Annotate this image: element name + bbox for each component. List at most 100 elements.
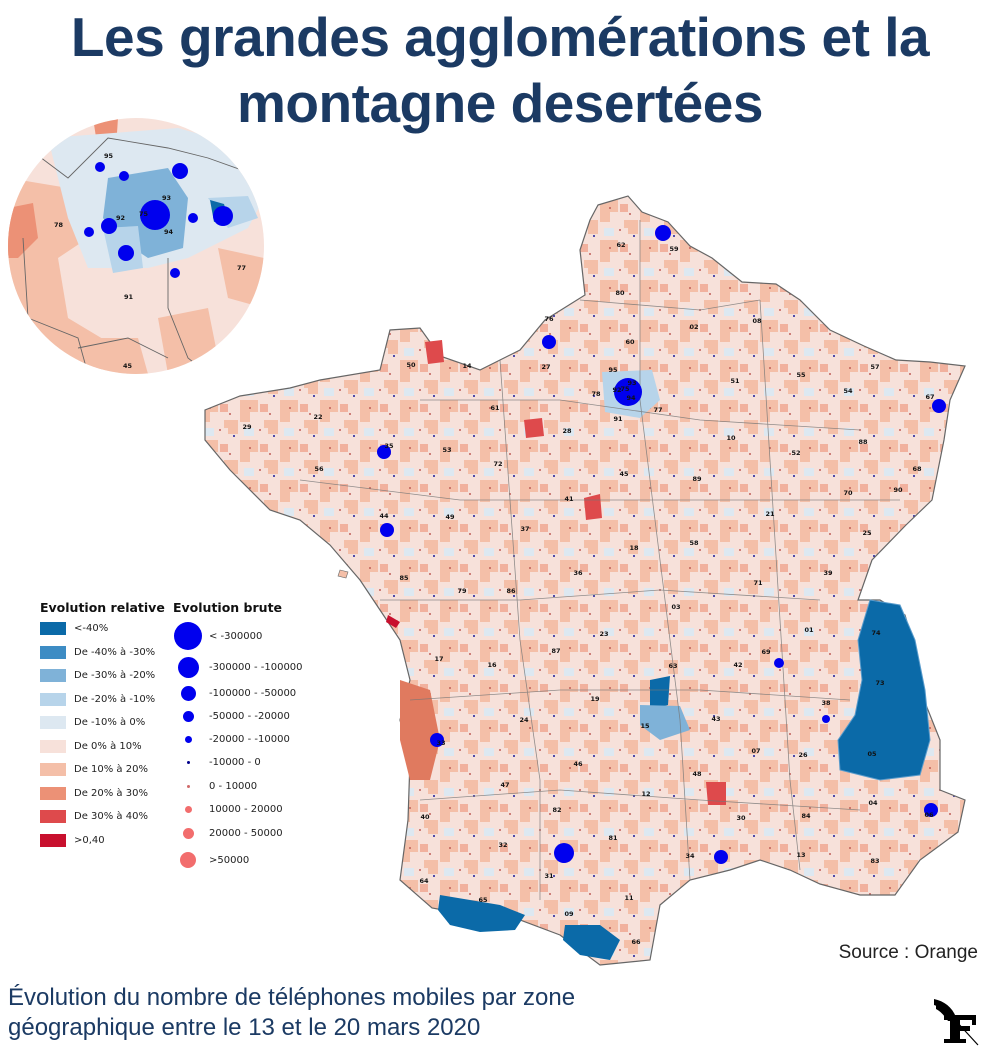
department-label: 87 (551, 647, 560, 655)
bubble-icon (177, 656, 199, 678)
legend-label: -20000 - -10000 (209, 733, 290, 745)
department-label: 86 (506, 587, 516, 595)
legend-brute-item: >50000 (173, 852, 249, 868)
color-swatch (40, 669, 66, 682)
legend-label: 0 - 10000 (209, 780, 258, 792)
department-label: 95 (608, 366, 618, 374)
legend-relative-item: <-40% (40, 622, 108, 635)
legend-relative-item: De -20% à -10% (40, 692, 156, 706)
department-label: 36 (573, 569, 583, 577)
department-label: 34 (685, 852, 695, 860)
color-swatch (40, 645, 66, 659)
department-label: 13 (796, 851, 805, 859)
legend-brute-item: -300000 - -100000 (173, 656, 303, 678)
department-label: 10 (726, 434, 736, 442)
department-label: 74 (871, 629, 881, 637)
department-label: 40 (420, 813, 430, 821)
svg-text:93: 93 (162, 194, 171, 202)
svg-text:45: 45 (123, 362, 133, 370)
department-label: 81 (608, 834, 618, 842)
legend-label: <-40% (74, 623, 109, 634)
bubble-icon (182, 827, 194, 839)
color-swatch (40, 786, 66, 800)
department-label: 92 (612, 386, 621, 394)
loss-bubble (430, 733, 444, 747)
subtitle-line-2: géographique entre le 13 et le 20 mars 2… (8, 1014, 481, 1041)
loss-bubble (614, 378, 642, 406)
legend-brute-item: 0 - 10000 (173, 778, 257, 794)
department-label: 32 (498, 841, 507, 849)
department-label: 28 (562, 427, 572, 435)
department-label: 71 (753, 579, 763, 587)
department-label: 56 (314, 465, 324, 473)
department-label: 93 (627, 379, 636, 387)
department-label: 68 (912, 465, 922, 473)
legend-label: De -20% à -10% (74, 693, 156, 705)
department-label: 05 (867, 750, 877, 758)
bubble-icon (180, 852, 196, 868)
title-line-1: Les grandes agglomérations et la (70, 6, 930, 68)
department-label: 83 (870, 857, 879, 865)
legend-label: -10000 - 0 (209, 756, 261, 768)
department-label: 29 (242, 423, 252, 431)
legend-relative-item: De -40% à -30% (40, 645, 155, 659)
loss-bubble (380, 523, 394, 537)
legend-label: 10000 - 20000 (209, 803, 283, 815)
legend-brute: Evolution brute < -300000 -300000 - -1000… (173, 600, 303, 868)
loss-bubble (822, 715, 830, 723)
legend-label: De -10% à 0% (74, 717, 146, 728)
legend-brute-heading: Evolution brute (173, 600, 283, 615)
department-label: 21 (765, 510, 775, 518)
legend-brute-item: < -300000 (173, 622, 263, 650)
loss-bubble (377, 445, 391, 459)
department-label: 91 (613, 415, 623, 423)
loss-bubble (655, 225, 671, 241)
department-label: 35 (384, 442, 394, 450)
department-label: 07 (751, 747, 760, 755)
paris-inset-map: 95 93 75 92 94 78 91 77 45 (8, 118, 264, 374)
department-label: 63 (668, 662, 677, 670)
loss-bubble (774, 658, 784, 668)
department-label: 89 (692, 475, 702, 483)
pyrenees-region-east (563, 925, 620, 960)
svg-text:77: 77 (237, 264, 246, 272)
department-label: 33 (436, 739, 445, 747)
legend-brute-item: 20000 - 50000 (173, 825, 283, 841)
color-swatch (40, 622, 66, 635)
department-label: 11 (624, 894, 634, 902)
title-line-2: montagne desertées (237, 72, 763, 134)
department-label: 42 (733, 661, 742, 669)
loss-bubble (932, 399, 946, 413)
department-label: 88 (858, 438, 868, 446)
department-label: 53 (442, 446, 451, 454)
legend-brute-item: -10000 - 0 (173, 754, 261, 770)
bubble-icon (180, 685, 196, 701)
department-label: 01 (804, 626, 814, 634)
svg-text:94: 94 (164, 228, 174, 236)
alps-region (837, 599, 931, 781)
legend-brute-item: -50000 - -20000 (173, 708, 290, 724)
department-label: 76 (544, 315, 554, 323)
legend-brute-item: -20000 - -10000 (173, 731, 290, 747)
department-label: 41 (564, 495, 574, 503)
department-label: 23 (599, 630, 608, 638)
department-label: 04 (868, 799, 878, 807)
subtitle: Évolution du nombre de téléphones mobile… (8, 983, 575, 1043)
legend-relative: Evolution relative <-40% De -40% à -30% De… (40, 600, 165, 847)
svg-text:78: 78 (54, 221, 64, 229)
department-label: 64 (419, 877, 429, 885)
legend-label: De -30% à -20% (74, 670, 156, 681)
department-label: 73 (875, 679, 884, 687)
department-label: 16 (487, 661, 497, 669)
department-label: 12 (641, 790, 650, 798)
department-label: 43 (711, 715, 720, 723)
legend-label: -300000 - -100000 (209, 661, 303, 673)
bubble-icon (174, 622, 202, 650)
svg-text:91: 91 (124, 293, 134, 301)
legend-label: < -300000 (209, 630, 263, 642)
legend-brute-item: -100000 - -50000 (173, 685, 296, 701)
loss-bubble (554, 843, 574, 863)
department-label: 90 (893, 486, 903, 494)
